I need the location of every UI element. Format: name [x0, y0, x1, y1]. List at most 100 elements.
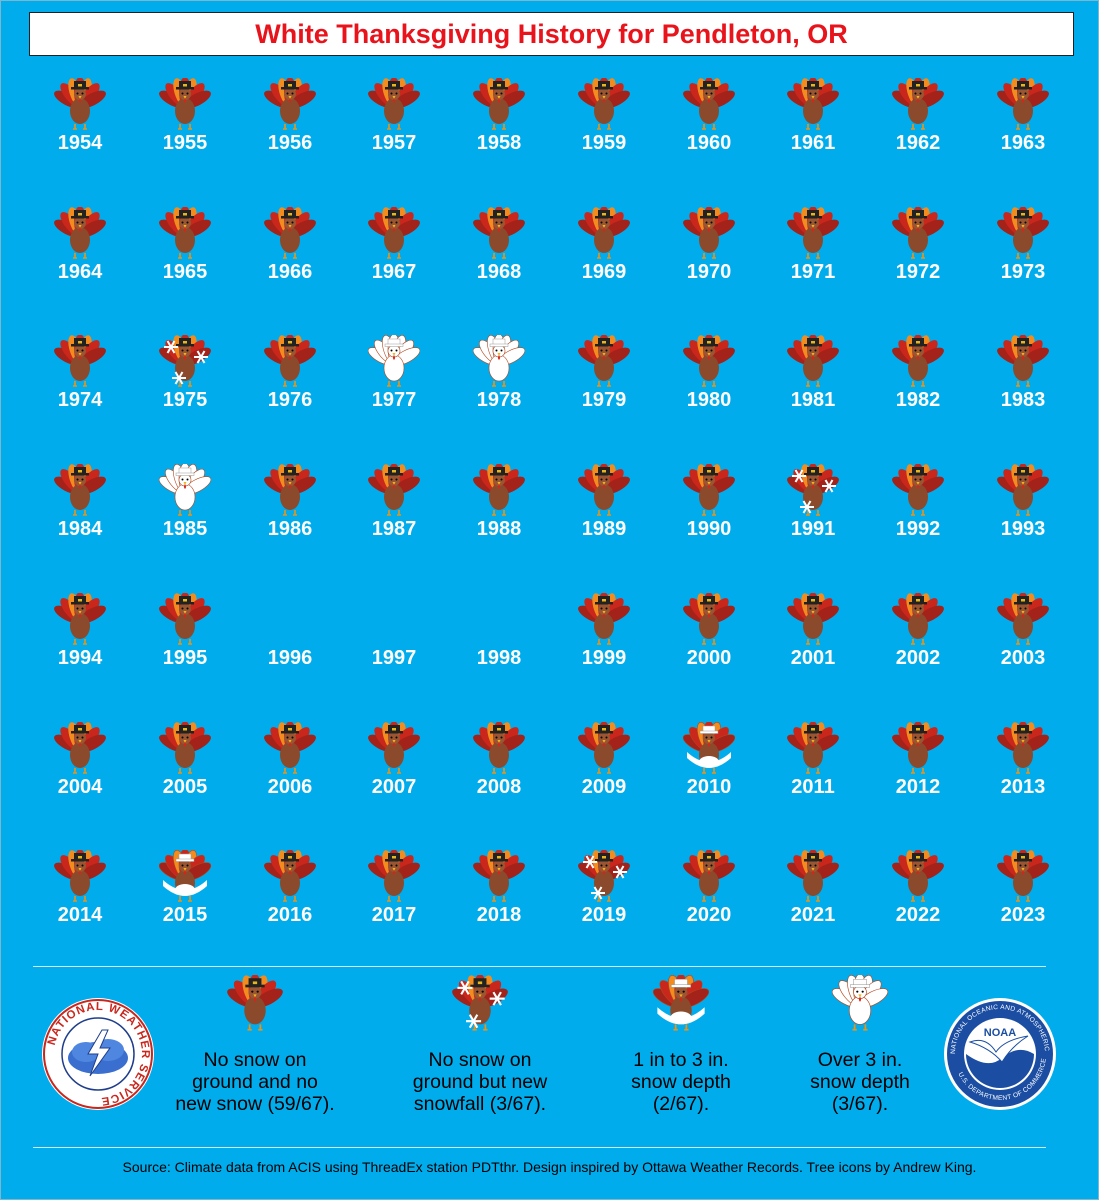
year-label: 1997	[371, 647, 417, 669]
year-label: 2002	[895, 647, 941, 669]
turkey-icon	[787, 207, 839, 259]
year-cell: 2018	[447, 842, 551, 952]
turkey-snow-covered-icon	[832, 975, 888, 1031]
year-cell: 1997	[342, 585, 446, 695]
nws-logo-icon: NATIONAL WEATHER SERVICE	[42, 998, 154, 1110]
turkey-icon	[473, 722, 525, 774]
turkey-icon	[892, 335, 944, 387]
year-label: 1992	[895, 518, 941, 540]
turkey-icon	[787, 593, 839, 645]
year-label: 1972	[895, 261, 941, 283]
year-label: 2015	[162, 904, 208, 926]
turkey-icon	[787, 722, 839, 774]
year-cell: 1989	[552, 456, 656, 566]
year-cell: 1972	[866, 199, 970, 309]
year-cell: 2017	[342, 842, 446, 952]
year-label: 2007	[371, 776, 417, 798]
turkey-icon	[54, 464, 106, 516]
year-label: 1962	[895, 132, 941, 154]
year-cell: 1980	[657, 327, 761, 437]
turkey-icon	[368, 850, 420, 902]
turkey-snowflake-icon	[159, 335, 211, 387]
legend-1-to-3-in: 1 in to 3 in. snow depth (2/67).	[581, 975, 781, 1115]
year-cell: 1969	[552, 199, 656, 309]
year-cell: 1982	[866, 327, 970, 437]
turkey-icon	[892, 207, 944, 259]
year-label: 2014	[57, 904, 103, 926]
year-cell: 2022	[866, 842, 970, 952]
year-cell: 2020	[657, 842, 761, 952]
year-cell: 1962	[866, 70, 970, 180]
year-cell: 1999	[552, 585, 656, 695]
divider-bottom	[33, 1147, 1046, 1148]
year-label: 1995	[162, 647, 208, 669]
year-cell: 1975	[133, 327, 237, 437]
legend-line: (2/67).	[652, 1093, 710, 1115]
year-label: 2010	[686, 776, 732, 798]
year-cell: 2015	[133, 842, 237, 952]
year-label: 1970	[686, 261, 732, 283]
year-cell: 1992	[866, 456, 970, 566]
year-label: 2008	[476, 776, 522, 798]
turkey-icon	[892, 722, 944, 774]
turkey-icon	[473, 78, 525, 130]
year-cell: 1994	[28, 585, 132, 695]
turkey-icon	[578, 722, 630, 774]
year-label: 2001	[790, 647, 836, 669]
year-cell: 1987	[342, 456, 446, 566]
turkey-partial-snow-icon	[653, 975, 709, 1031]
turkey-snow-covered-icon	[473, 335, 525, 387]
turkey-icon	[683, 207, 735, 259]
year-cell: 2003	[971, 585, 1075, 695]
year-cell: 1991	[761, 456, 865, 566]
turkey-icon	[997, 207, 1049, 259]
year-cell: 2011	[761, 714, 865, 824]
year-label: 2018	[476, 904, 522, 926]
turkey-icon	[787, 78, 839, 130]
year-label: 2009	[581, 776, 627, 798]
year-label: 2023	[1000, 904, 1046, 926]
year-cell: 2021	[761, 842, 865, 952]
year-label: 1983	[1000, 389, 1046, 411]
turkey-snowflake-icon	[787, 464, 839, 516]
year-label: 1979	[581, 389, 627, 411]
year-cell: 2008	[447, 714, 551, 824]
turkey-icon	[683, 335, 735, 387]
turkey-icon	[997, 335, 1049, 387]
year-label: 2003	[1000, 647, 1046, 669]
nws-logo: NATIONAL WEATHER SERVICE	[40, 996, 156, 1117]
year-label: 1990	[686, 518, 732, 540]
legend-no-snow: No snow on ground and no new snow (59/67…	[155, 975, 355, 1115]
legend-label: No snow on ground and no new snow (59/67…	[155, 1049, 355, 1115]
year-cell: 1961	[761, 70, 865, 180]
legend-line: snow depth	[810, 1071, 910, 1093]
year-label: 1985	[162, 518, 208, 540]
legend-line: new snow (59/67).	[175, 1093, 335, 1115]
turkey-icon	[54, 78, 106, 130]
year-cell: 1966	[238, 199, 342, 309]
year-label: 2004	[57, 776, 103, 798]
turkey-icon	[264, 335, 316, 387]
year-cell: 1965	[133, 199, 237, 309]
turkey-icon	[159, 593, 211, 645]
turkey-icon	[159, 207, 211, 259]
year-cell: 1984	[28, 456, 132, 566]
year-label: 2013	[1000, 776, 1046, 798]
turkey-icon	[473, 207, 525, 259]
year-cell: 1979	[552, 327, 656, 437]
legend-line: No snow on	[203, 1049, 307, 1071]
year-label: 1954	[57, 132, 103, 154]
year-cell: 1967	[342, 199, 446, 309]
year-label: 1964	[57, 261, 103, 283]
turkey-icon	[578, 335, 630, 387]
year-label: 1965	[162, 261, 208, 283]
turkey-icon	[578, 207, 630, 259]
turkey-icon	[227, 975, 283, 1031]
year-label: 2011	[791, 776, 835, 798]
legend-label: No snow on ground but new snowfall (3/67…	[380, 1049, 580, 1115]
turkey-partial-snow-icon	[159, 850, 211, 902]
year-cell: 1996	[238, 585, 342, 695]
legend-over-3-in: Over 3 in. snow depth (3/67).	[760, 975, 960, 1115]
year-label: 2017	[371, 904, 417, 926]
year-cell: 2000	[657, 585, 761, 695]
